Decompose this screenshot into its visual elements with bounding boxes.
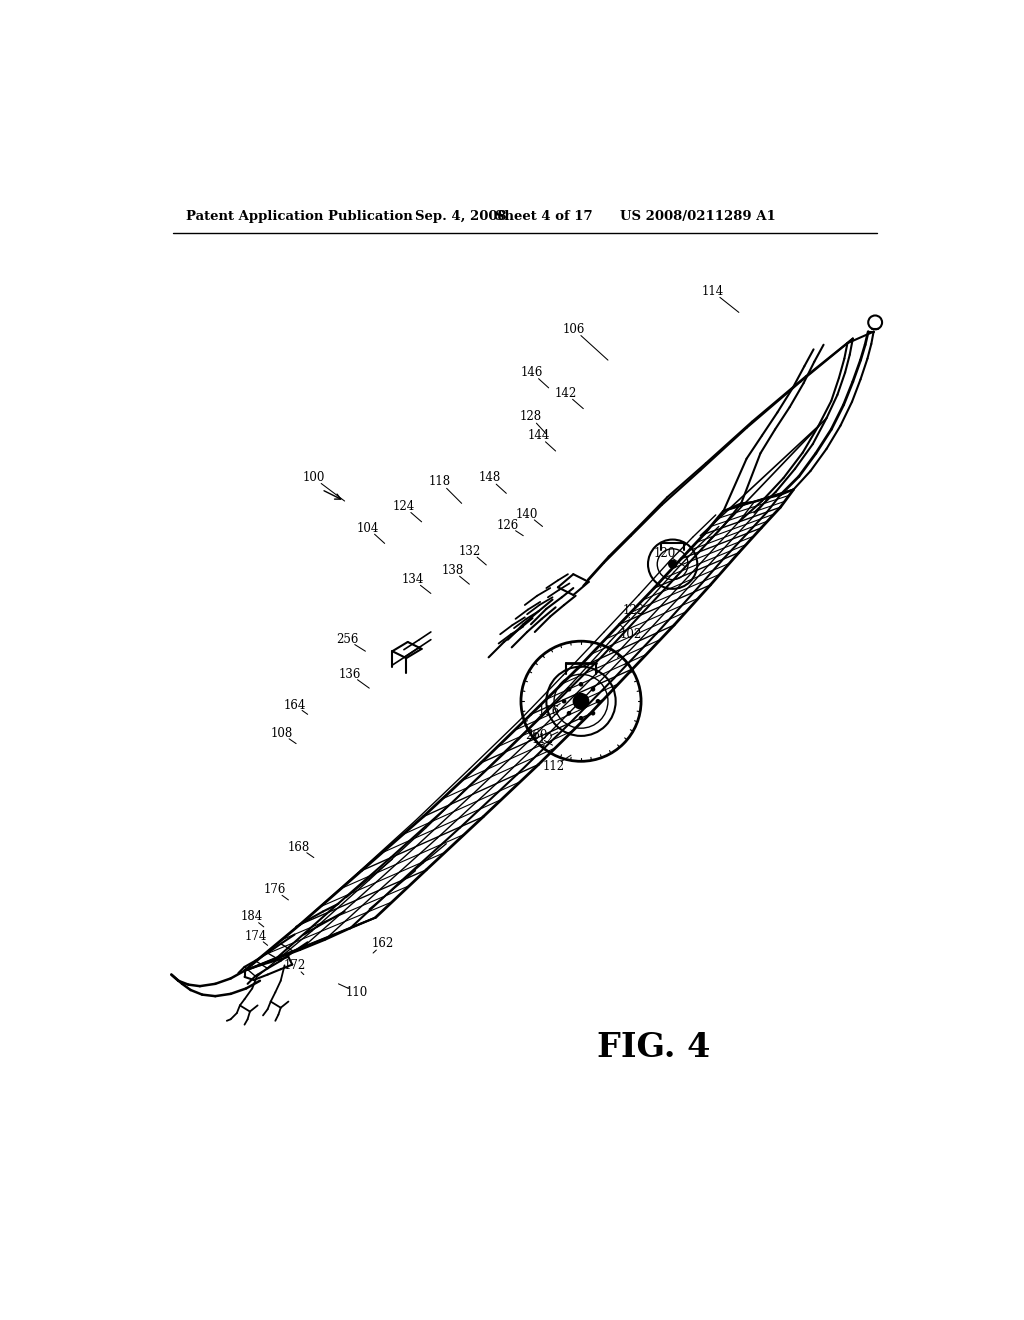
Circle shape [591, 686, 595, 692]
Text: 146: 146 [520, 366, 543, 379]
Text: 142: 142 [554, 387, 577, 400]
Text: 104: 104 [356, 521, 379, 535]
Text: Sep. 4, 2008: Sep. 4, 2008 [416, 210, 507, 223]
Circle shape [579, 682, 584, 686]
Text: 124: 124 [393, 500, 415, 513]
Text: 128: 128 [519, 409, 542, 422]
Text: 100: 100 [303, 471, 325, 484]
Text: 132: 132 [459, 545, 481, 557]
Text: 114: 114 [701, 285, 724, 298]
Text: 138: 138 [441, 564, 464, 577]
Circle shape [596, 700, 600, 704]
Text: 134: 134 [402, 573, 424, 586]
Text: 140: 140 [516, 508, 539, 520]
Text: 106: 106 [563, 323, 586, 335]
Text: 120: 120 [653, 546, 676, 560]
Circle shape [573, 693, 589, 709]
Text: 176: 176 [263, 883, 286, 896]
Text: 174: 174 [245, 929, 267, 942]
Circle shape [591, 711, 595, 715]
Text: US 2008/0211289 A1: US 2008/0211289 A1 [620, 210, 775, 223]
Text: 168: 168 [288, 841, 310, 854]
Circle shape [566, 711, 571, 715]
Text: 112: 112 [543, 760, 564, 774]
Text: 256: 256 [336, 634, 358, 647]
Text: 162: 162 [372, 937, 394, 950]
Text: 122: 122 [623, 603, 645, 616]
Circle shape [562, 700, 566, 704]
Text: 148: 148 [478, 471, 501, 484]
Text: 126: 126 [497, 519, 519, 532]
Text: 184: 184 [241, 911, 262, 924]
Text: 102: 102 [620, 628, 641, 640]
Circle shape [668, 560, 677, 569]
Text: Patent Application Publication: Patent Application Publication [186, 210, 413, 223]
Text: 116: 116 [538, 705, 560, 718]
Text: 110: 110 [346, 986, 368, 999]
Text: 112: 112 [531, 733, 554, 746]
Circle shape [579, 715, 584, 721]
Text: 144: 144 [527, 429, 550, 442]
Circle shape [566, 686, 571, 692]
Text: 136: 136 [339, 668, 361, 681]
Text: Sheet 4 of 17: Sheet 4 of 17 [495, 210, 593, 223]
Text: 260: 260 [525, 730, 548, 742]
Text: 118: 118 [429, 475, 452, 488]
Text: FIG. 4: FIG. 4 [597, 1031, 711, 1064]
Text: 172: 172 [284, 958, 306, 972]
Text: 164: 164 [284, 698, 306, 711]
Text: 108: 108 [270, 727, 293, 741]
